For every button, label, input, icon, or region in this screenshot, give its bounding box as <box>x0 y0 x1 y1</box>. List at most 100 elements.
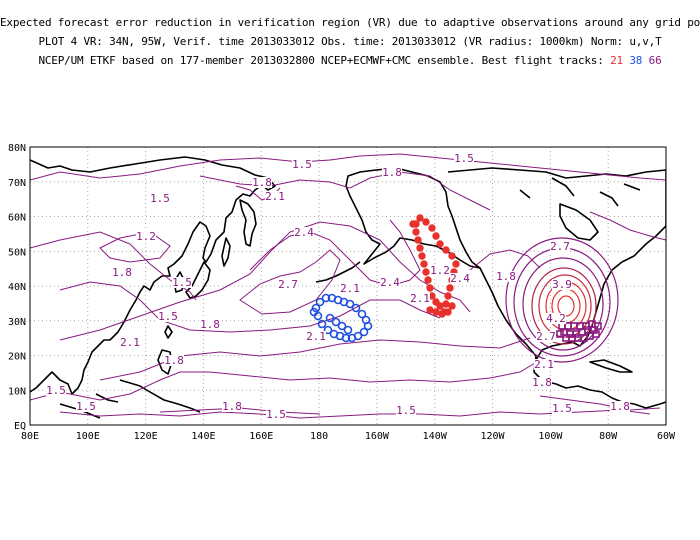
track-21-point <box>422 268 430 276</box>
contour-label: 1.8 <box>222 400 242 413</box>
track-21-point <box>412 228 420 236</box>
contour-label-bg <box>534 359 554 370</box>
track-21-point <box>432 308 440 316</box>
lat-tick-label: 80N <box>8 143 26 154</box>
contour-label: 1.5 <box>158 310 178 323</box>
lon-tick-label: 180 <box>310 431 328 442</box>
track-66-point <box>594 322 602 330</box>
contour-label: 4.2 <box>546 312 566 325</box>
contour-1p5-sw <box>30 359 541 401</box>
track-38-label: 38 <box>629 54 643 67</box>
track-21-point <box>452 260 460 268</box>
lat-tick-label: 30N <box>8 317 26 328</box>
contour-label: 1.5 <box>266 408 286 421</box>
contour-2p7-ring <box>239 249 341 315</box>
track-21-label: 21 <box>610 54 623 67</box>
lat-tick-label: 10N <box>8 386 26 397</box>
lon-tick-label: 160W <box>365 431 390 442</box>
lon-tick-label: 120E <box>134 431 158 442</box>
contour-label-bg <box>164 355 184 366</box>
track-21-point <box>418 252 426 260</box>
lon-tick-label: 140E <box>191 431 215 442</box>
lat-tick-label: 20N <box>8 352 26 363</box>
track-21-point <box>416 214 424 222</box>
track-21-point <box>446 284 454 292</box>
track-66-point <box>592 330 600 338</box>
contour-label: 1.8 <box>200 318 220 331</box>
contour-label-bg <box>76 401 96 412</box>
track-21-point <box>424 276 432 284</box>
contour-1p5-east <box>589 211 666 241</box>
track-21-point <box>442 246 450 254</box>
contour-label-bg <box>382 167 402 178</box>
track-38-point <box>317 319 327 329</box>
coast-arctic-islands <box>519 177 641 207</box>
coast-asia-north <box>30 156 276 395</box>
contour-label-bg <box>252 177 272 188</box>
contour-1p8-east <box>469 249 541 271</box>
contour-label: 1.8 <box>164 354 184 367</box>
contour-label: 1.5 <box>396 404 416 417</box>
lat-tick-label: 60N <box>8 213 26 224</box>
contour-label-bg <box>430 265 450 276</box>
contour-1p5-north <box>30 153 666 181</box>
plot-title-line3-text: NCEP/UM ETKF based on 177-member 2013032… <box>38 54 604 67</box>
verification-hotspot-contours <box>505 237 619 363</box>
contour-label-bg <box>546 313 566 324</box>
track-21-point <box>448 302 456 310</box>
lat-tick-label: 70N <box>8 178 26 189</box>
flight-track-66 <box>556 320 602 342</box>
contour-label-bg <box>200 319 220 330</box>
track-21-point <box>444 292 452 300</box>
map-frame <box>29 146 667 426</box>
contour-label-bg <box>265 191 285 202</box>
contour-label-bg <box>294 227 314 238</box>
track-38-point <box>329 329 339 339</box>
track-38-point <box>323 325 333 335</box>
track-21-point <box>422 218 430 226</box>
track-21-point <box>442 300 450 308</box>
contour-label: 2.7 <box>278 278 298 291</box>
contour-2p1-ring <box>505 237 619 363</box>
track-38-point <box>357 309 367 319</box>
contour-label-bg <box>172 277 192 288</box>
contour-label: 1.8 <box>610 400 630 413</box>
contour-label-bg <box>340 283 360 294</box>
contour-label: 1.5 <box>150 192 170 205</box>
track-38-point <box>347 333 357 343</box>
contour-label: 1.5 <box>292 158 312 171</box>
contour-label: 2.1 <box>120 336 140 349</box>
track-38-point <box>325 313 335 323</box>
coast-aleutians <box>315 261 361 283</box>
contour-label: 1.8 <box>252 176 272 189</box>
track-38-point <box>363 321 373 331</box>
lon-tick-label: 80W <box>599 431 618 442</box>
contour-2p4-ring <box>249 219 421 287</box>
contour-label-bg <box>454 153 474 164</box>
contour-label-bg <box>112 267 132 278</box>
contour-label-bg <box>306 331 326 342</box>
contour-label: 1.2 <box>136 230 156 243</box>
plot-title-line1: Expected forecast error reduction in ver… <box>0 16 700 29</box>
contour-label-bg <box>532 377 552 388</box>
track-66-point <box>562 334 570 342</box>
contour-label-bg <box>222 401 242 412</box>
contour-label-bg <box>158 311 178 322</box>
contour-label: 2.1 <box>534 358 554 371</box>
track-21-point <box>416 244 424 252</box>
contour-label: 2.4 <box>294 226 314 239</box>
contour-label: 1.8 <box>382 166 402 179</box>
lon-tick-label: 160E <box>249 431 273 442</box>
track-38-point <box>345 299 355 309</box>
track-38-point <box>309 307 319 317</box>
track-21-point <box>412 220 420 228</box>
contour-label-bg <box>150 193 170 204</box>
contour-label: 2.1 <box>410 292 430 305</box>
track-21-point <box>436 240 444 248</box>
contour-1p2-west <box>99 231 171 263</box>
track-66-point <box>556 330 564 338</box>
contour-label-bg <box>120 337 140 348</box>
contour-label-bg <box>46 385 66 396</box>
contour-1p5-west <box>30 231 197 301</box>
contour-label-bg <box>496 271 516 282</box>
